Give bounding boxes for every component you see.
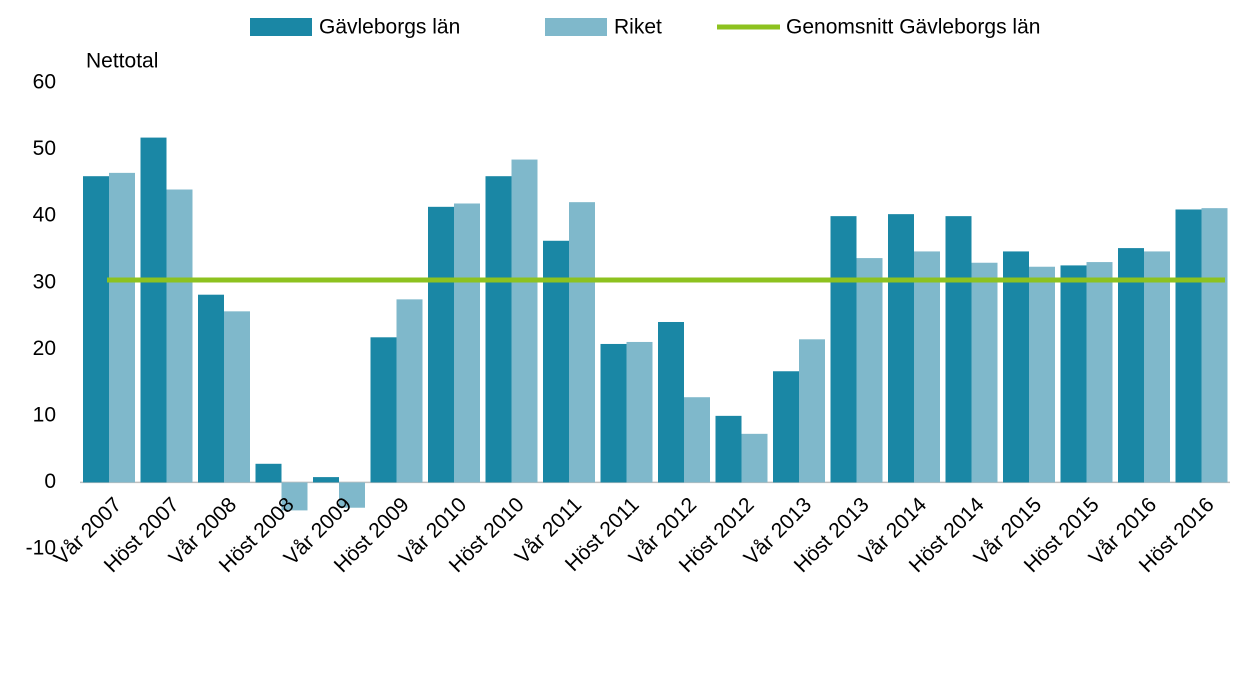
- bar: [166, 189, 193, 483]
- legend-label: Genomsnitt Gävleborgs län: [786, 16, 1040, 39]
- bar: [1201, 208, 1228, 483]
- bar: [339, 482, 365, 508]
- y-tick-label: 0: [44, 470, 56, 493]
- bar: [971, 262, 998, 483]
- legend-label: Gävleborgs län: [319, 16, 460, 39]
- bar: [856, 258, 883, 483]
- bar: [109, 172, 135, 483]
- bar: [888, 214, 914, 483]
- bar: [511, 159, 538, 483]
- bar: [1175, 209, 1202, 483]
- y-tick-label: 10: [33, 403, 56, 426]
- bar: [658, 321, 684, 483]
- y-tick-label: 50: [33, 137, 56, 160]
- bar: [799, 339, 825, 483]
- bar: [485, 176, 512, 483]
- bar: [626, 341, 653, 483]
- legend-label: Riket: [614, 16, 662, 39]
- bar: [600, 343, 627, 483]
- bar: [1003, 251, 1029, 483]
- bar: [1144, 251, 1170, 483]
- bar: [396, 299, 423, 483]
- bar: [281, 482, 308, 511]
- bar: [914, 251, 940, 483]
- bar: [198, 294, 224, 483]
- y-tick-label: 20: [33, 337, 56, 360]
- y-tick-label: 30: [33, 270, 56, 293]
- legend-swatch: [545, 18, 607, 36]
- bar: [454, 203, 480, 483]
- bar: [370, 337, 397, 483]
- bar: [83, 176, 109, 483]
- bar: [1086, 262, 1113, 483]
- bar: [543, 240, 569, 483]
- y-tick-label: 40: [33, 204, 56, 227]
- bar: [313, 477, 339, 483]
- bar: [224, 311, 250, 483]
- bar: [428, 206, 454, 483]
- bar: [255, 463, 282, 483]
- legend-swatch: [250, 18, 312, 36]
- bar: [715, 415, 742, 483]
- bar: [1029, 266, 1055, 483]
- bar: [1118, 248, 1144, 483]
- bar: [773, 371, 799, 483]
- y-tick-label: -10: [26, 537, 56, 560]
- bar: [140, 137, 167, 483]
- y-tick-label: 60: [33, 71, 56, 94]
- bar: [569, 202, 595, 483]
- y-axis-label: Nettotal: [86, 50, 158, 73]
- bar: [830, 216, 857, 483]
- bar: [945, 216, 972, 483]
- bar: [684, 397, 710, 483]
- bar: [1060, 265, 1087, 483]
- bar: [741, 433, 768, 483]
